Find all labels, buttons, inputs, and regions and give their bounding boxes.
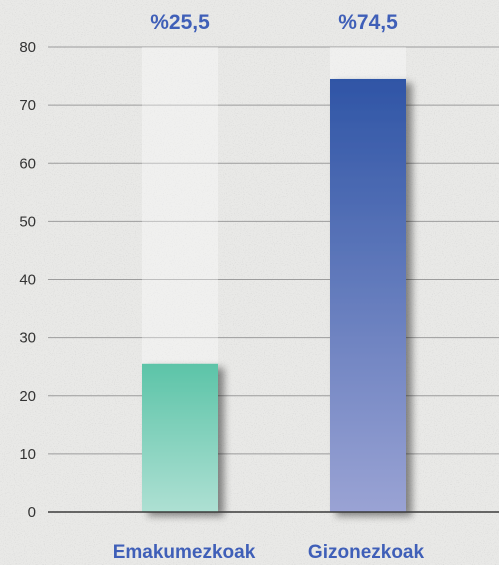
category-label: Gizonezkoak xyxy=(308,542,425,563)
y-tick-label: 20 xyxy=(19,388,36,405)
y-tick-label: 50 xyxy=(19,213,36,230)
bar-gizonezkoak xyxy=(330,78,406,512)
value-label: %74,5 xyxy=(338,11,398,34)
y-tick-label: 70 xyxy=(19,97,36,114)
y-tick-label: 0 xyxy=(28,504,36,521)
category-label: Emakumezkoak xyxy=(113,542,256,563)
gridlines xyxy=(48,46,499,455)
value-label: %25,5 xyxy=(150,11,210,34)
y-tick-label: 10 xyxy=(19,446,36,463)
y-tick-label: 40 xyxy=(19,272,36,289)
bars xyxy=(142,47,406,512)
bar-emakumezkoak xyxy=(142,363,218,512)
axes: 0 10 20 30 40 50 60 70 80 xyxy=(19,39,499,521)
y-tick-label: 30 xyxy=(19,330,36,347)
y-tick-label: 80 xyxy=(19,39,36,56)
labels: %25,5 %74,5 Emakumezkoak Gizonezkoak xyxy=(113,11,425,563)
y-tick-label: 60 xyxy=(19,155,36,172)
